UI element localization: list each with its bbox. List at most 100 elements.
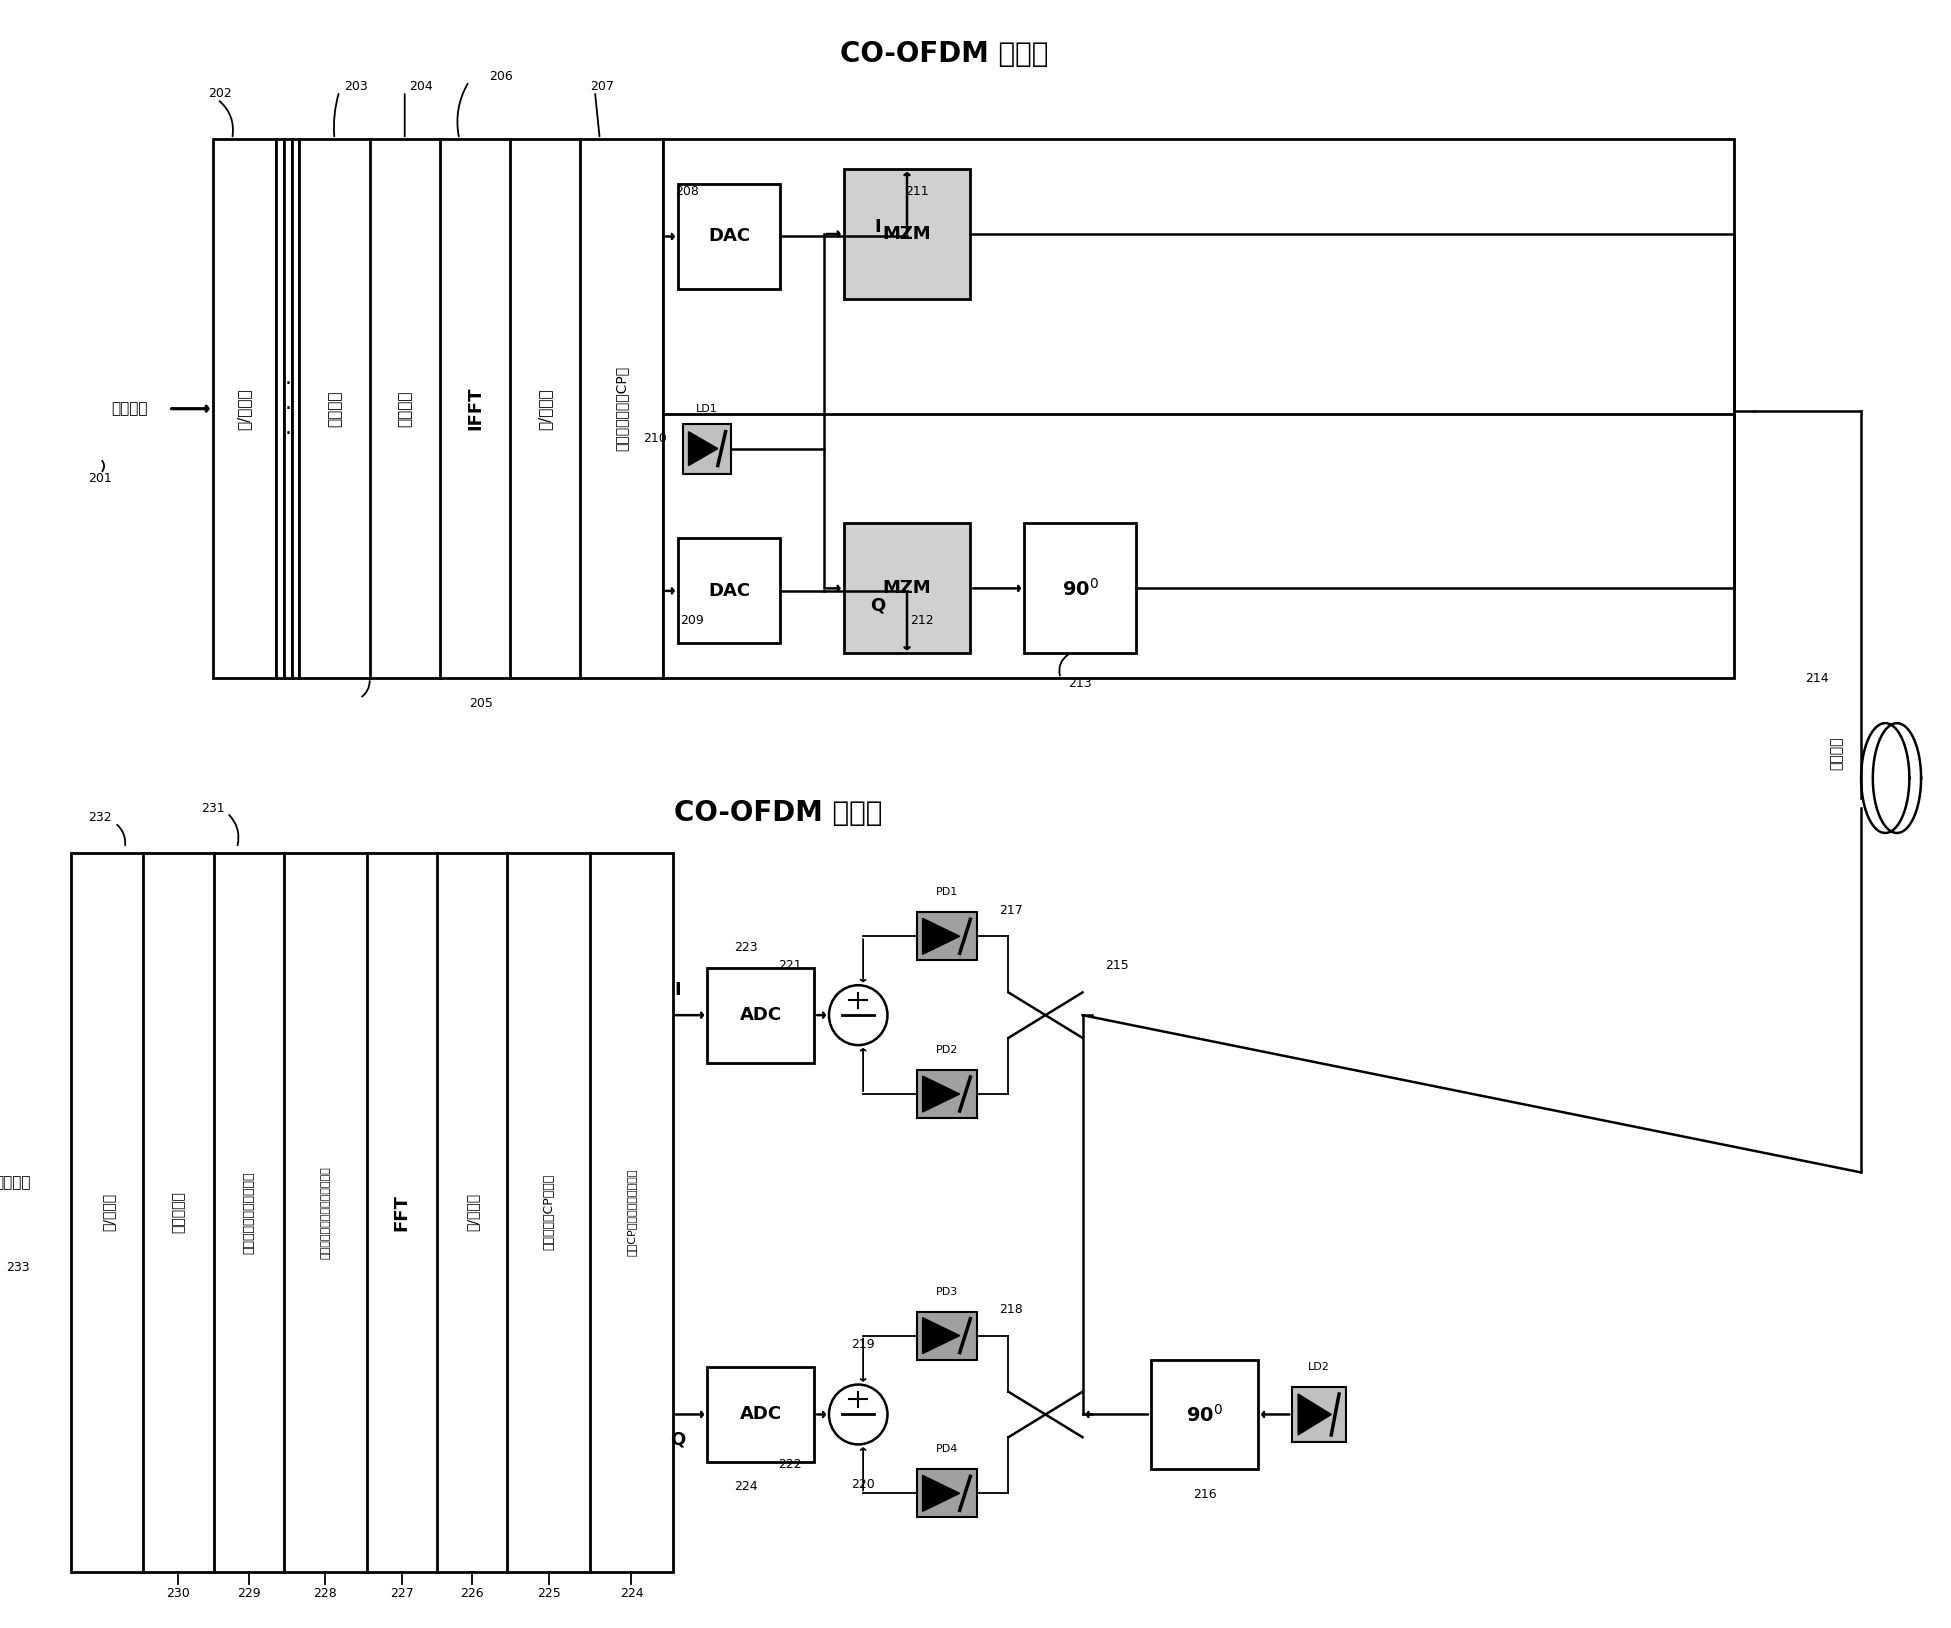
Text: 203: 203 — [343, 80, 369, 93]
Bar — [663, 138, 1734, 679]
Text: 基于导频的残余频偏补偿: 基于导频的残余频偏补偿 — [242, 1171, 256, 1254]
Text: 基于虚载波的整数部分频偏估计: 基于虚载波的整数部分频偏估计 — [320, 1166, 330, 1258]
Text: 串/并变换: 串/并变换 — [236, 387, 252, 430]
Text: 218: 218 — [999, 1302, 1022, 1315]
Text: 223: 223 — [734, 941, 757, 954]
Bar — [917, 912, 977, 961]
Text: 符号映射: 符号映射 — [328, 391, 341, 427]
Text: CO-OFDM 发送端: CO-OFDM 发送端 — [839, 41, 1048, 68]
Text: 循环前缀（CP）移除: 循环前缀（CP）移除 — [542, 1174, 556, 1250]
Text: 光纤链路: 光纤链路 — [1830, 736, 1844, 770]
Text: 201: 201 — [88, 472, 113, 485]
Bar — [843, 524, 970, 653]
Bar — [706, 967, 814, 1063]
Text: 221: 221 — [778, 959, 802, 972]
Polygon shape — [923, 1317, 960, 1353]
Text: 227: 227 — [390, 1587, 414, 1600]
Bar — [275, 138, 283, 679]
Text: 214: 214 — [1805, 672, 1828, 685]
Text: ·: · — [285, 399, 291, 418]
Polygon shape — [923, 1076, 960, 1112]
Bar — [70, 853, 673, 1571]
Polygon shape — [1297, 1394, 1331, 1434]
Text: 插入导频: 插入导频 — [398, 391, 412, 427]
Bar — [283, 138, 291, 679]
Text: PD4: PD4 — [936, 1444, 958, 1454]
Polygon shape — [923, 1475, 960, 1511]
Text: 224: 224 — [620, 1587, 644, 1600]
Text: 符号解映射: 符号解映射 — [172, 1192, 185, 1234]
Text: 90$^0$: 90$^0$ — [1186, 1403, 1223, 1426]
Text: DAC: DAC — [708, 228, 749, 246]
Text: 串/并变换: 串/并变换 — [464, 1193, 480, 1231]
Text: ·: · — [285, 374, 291, 394]
Bar — [291, 138, 299, 679]
Bar — [843, 169, 970, 300]
Bar — [1292, 1387, 1346, 1442]
Circle shape — [829, 985, 888, 1045]
Text: 206: 206 — [490, 70, 513, 83]
Text: 219: 219 — [851, 1338, 874, 1351]
Bar — [213, 138, 275, 679]
Text: 209: 209 — [681, 614, 704, 627]
Bar — [299, 138, 663, 679]
Text: LD1: LD1 — [697, 404, 718, 414]
Text: LD2: LD2 — [1307, 1363, 1331, 1372]
Text: PD1: PD1 — [936, 887, 958, 897]
Text: PD2: PD2 — [936, 1045, 958, 1055]
Text: 基于CP的小数部分频偏估计: 基于CP的小数部分频偏估计 — [626, 1169, 636, 1257]
Text: 231: 231 — [201, 801, 224, 814]
Text: 216: 216 — [1192, 1488, 1215, 1501]
Text: 205: 205 — [470, 697, 494, 710]
Text: PD3: PD3 — [936, 1286, 958, 1296]
Text: 并/串变换: 并/串变换 — [538, 387, 552, 430]
Text: MZM: MZM — [882, 580, 931, 597]
Text: 229: 229 — [236, 1587, 261, 1600]
Text: 226: 226 — [460, 1587, 484, 1600]
Text: 220: 220 — [851, 1478, 874, 1491]
Bar — [1151, 1359, 1258, 1470]
Text: 并/串变换: 并/串变换 — [101, 1193, 115, 1231]
Text: IFFT: IFFT — [466, 387, 484, 430]
Text: 222: 222 — [778, 1459, 802, 1470]
Text: I: I — [874, 218, 882, 236]
Text: ADC: ADC — [739, 1006, 782, 1024]
Bar — [677, 184, 780, 288]
Circle shape — [829, 1384, 888, 1444]
Bar — [917, 1470, 977, 1517]
Text: 加入循环前缀（CP）: 加入循环前缀（CP） — [615, 366, 628, 451]
Text: 217: 217 — [999, 904, 1022, 917]
Text: DAC: DAC — [708, 581, 749, 599]
Text: Q: Q — [671, 1431, 685, 1449]
Text: 213: 213 — [1069, 677, 1093, 690]
Text: 232: 232 — [88, 811, 113, 824]
Polygon shape — [923, 918, 960, 954]
Text: 230: 230 — [166, 1587, 191, 1600]
Bar — [677, 539, 780, 643]
Text: CO-OFDM 接收端: CO-OFDM 接收端 — [673, 799, 882, 827]
Text: 225: 225 — [537, 1587, 560, 1600]
Text: FFT: FFT — [392, 1193, 412, 1231]
Text: Q: Q — [870, 597, 886, 615]
Bar — [683, 423, 732, 474]
Text: MZM: MZM — [882, 225, 931, 243]
Text: 202: 202 — [207, 86, 232, 99]
Text: 208: 208 — [675, 186, 700, 199]
Text: 228: 228 — [314, 1587, 338, 1600]
Text: 215: 215 — [1104, 959, 1128, 972]
Text: 224: 224 — [734, 1480, 757, 1493]
Text: 比特数据: 比特数据 — [0, 1175, 31, 1190]
Bar — [706, 1368, 814, 1462]
Text: 比特数据: 比特数据 — [111, 400, 148, 417]
Bar — [917, 1312, 977, 1359]
Bar — [1024, 524, 1135, 653]
Text: 207: 207 — [589, 80, 615, 93]
Text: 211: 211 — [905, 186, 929, 199]
Polygon shape — [689, 431, 718, 466]
Bar — [917, 1070, 977, 1118]
Text: 90$^0$: 90$^0$ — [1061, 578, 1098, 599]
Text: 212: 212 — [909, 614, 933, 627]
Text: 210: 210 — [644, 431, 667, 444]
Text: 233: 233 — [6, 1260, 29, 1273]
Text: I: I — [675, 982, 681, 1000]
